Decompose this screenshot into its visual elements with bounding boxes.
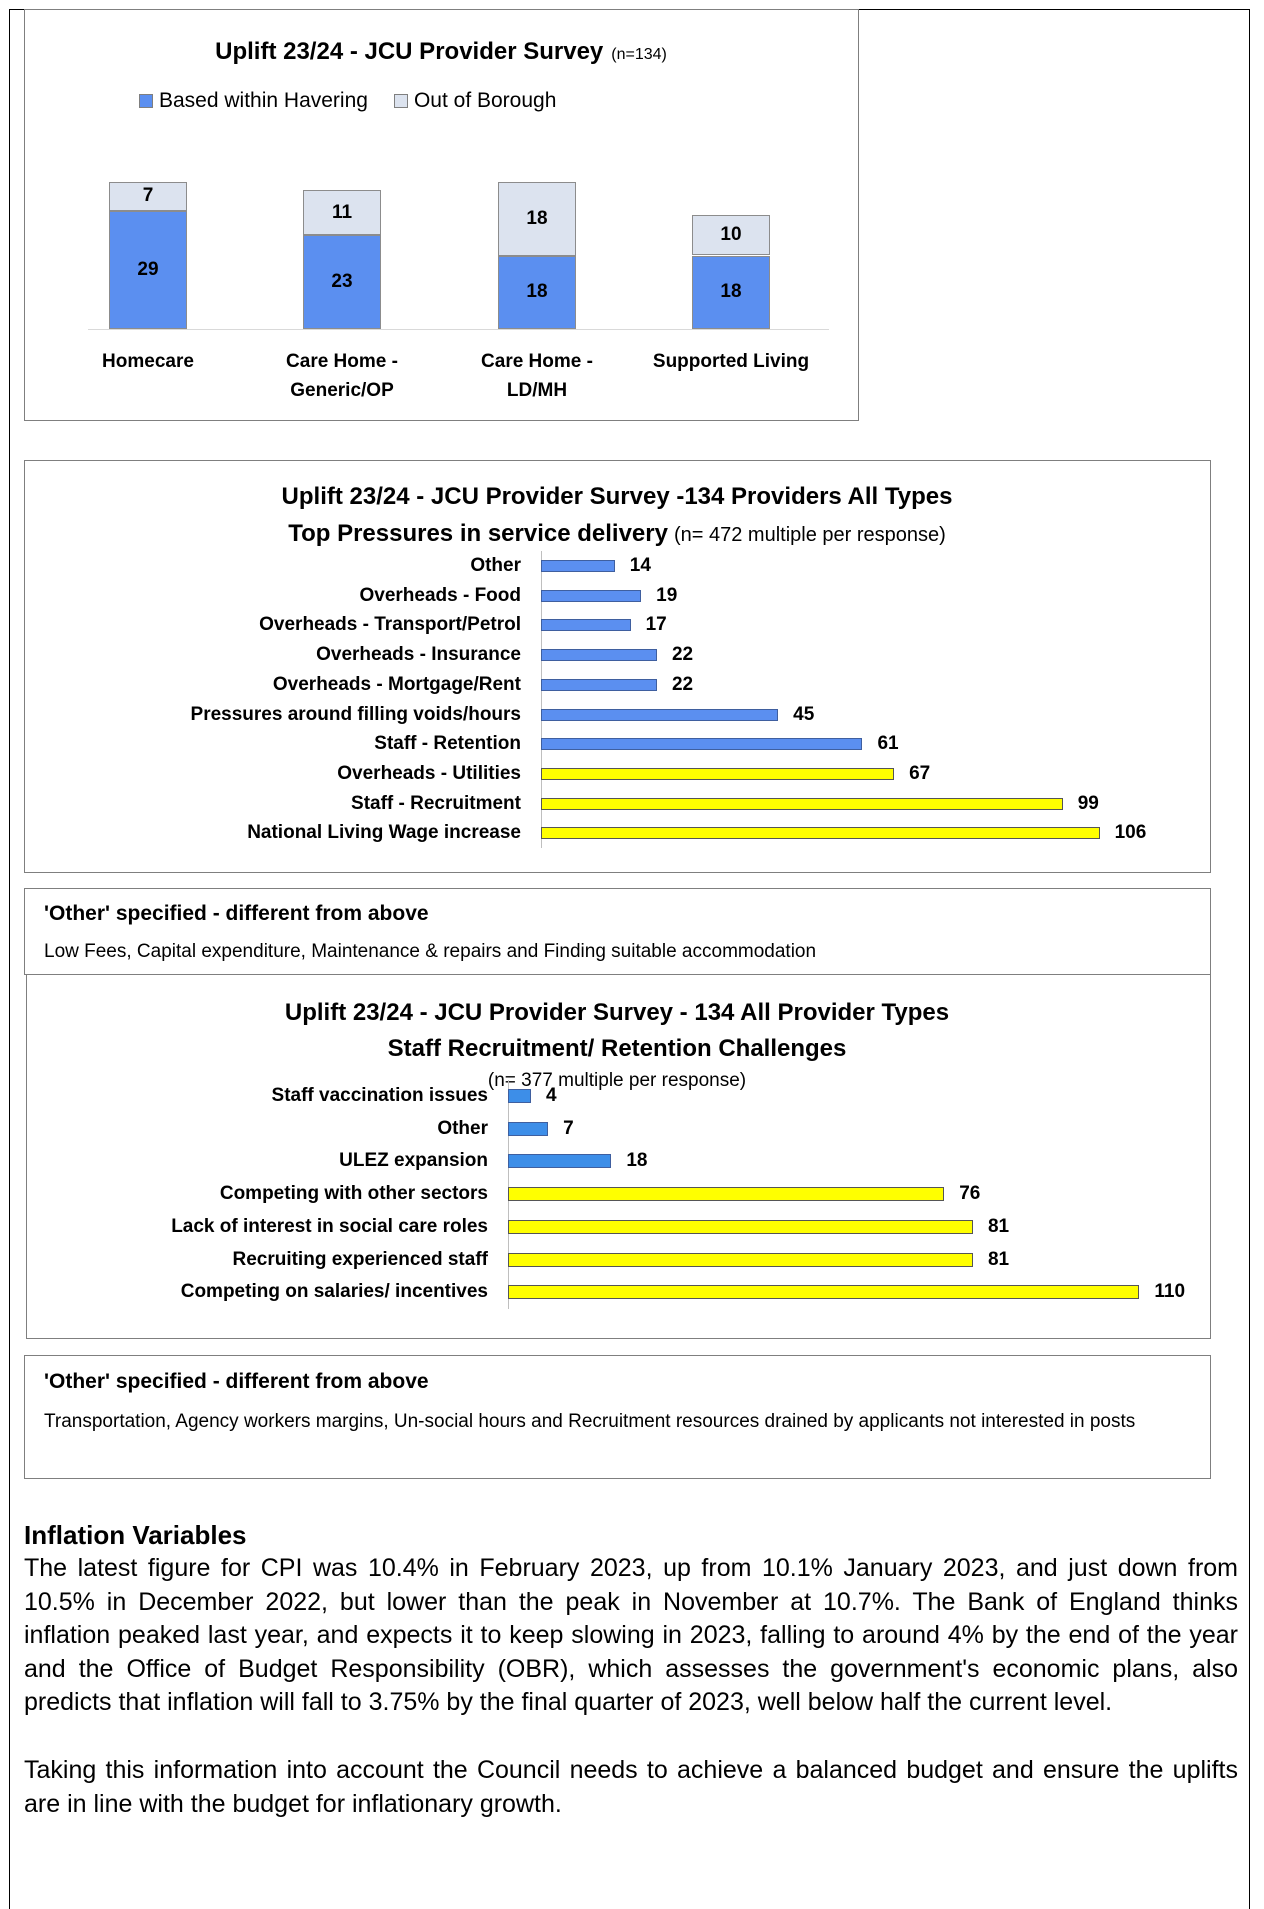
chart-box	[24, 9, 859, 421]
value-label: 18	[526, 207, 548, 229]
y-tick-label: Staff - Retention	[374, 733, 521, 755]
y-tick-label: Pressures around filling voids/hours	[190, 703, 521, 725]
page: 'Other' specified - different from above…	[9, 9, 1250, 1909]
bar-segment	[498, 182, 576, 256]
bar	[508, 1187, 945, 1202]
value-label: 11	[331, 201, 353, 223]
y-tick-label: Overheads - Insurance	[316, 644, 521, 666]
value-label: 61	[877, 733, 899, 755]
value-label: 18	[720, 281, 742, 303]
chart-title: Uplift 23/24 - JCU Provider Survey - 134…	[284, 999, 950, 1026]
subtitle: (n= 377 multiple per response)	[487, 1070, 747, 1091]
value-label: 22	[671, 644, 694, 666]
bar	[508, 1089, 531, 1103]
y-tick-label: Lack of interest in social care roles	[171, 1215, 488, 1237]
x-tick-label: Homecare	[102, 351, 194, 372]
bar-segment	[303, 235, 381, 329]
other-heading: 'Other' specified - different from above	[44, 1370, 429, 1393]
y-tick-label: Overheads - Mortgage/Rent	[272, 673, 521, 695]
subtitle: (n= 472 multiple per response)	[673, 524, 946, 546]
bar	[541, 708, 779, 721]
y-tick-label: Overheads - Food	[359, 584, 521, 606]
value-label: 23	[331, 271, 353, 293]
x-tick-label: Care Home - LD/MH	[481, 351, 593, 401]
subtitle: (n=134)	[611, 46, 667, 63]
value-label: 7	[563, 1117, 574, 1139]
legend-label: Out of Borough	[413, 89, 557, 112]
other-text: Low Fees, Capital expenditure, Maintenan…	[44, 941, 817, 962]
other-box	[24, 1355, 1211, 1479]
bar	[508, 1121, 549, 1136]
bar	[541, 560, 615, 572]
y-tick-label: National Living Wage increase	[247, 822, 521, 844]
bar	[541, 738, 863, 751]
bar-segment	[303, 190, 381, 236]
chart-title: Top Pressures in service delivery (n= 472…	[288, 520, 946, 548]
value-label: 18	[526, 281, 548, 303]
bar	[541, 678, 657, 691]
bar	[541, 767, 895, 780]
y-tick-label: Recruiting experienced staff	[232, 1248, 488, 1270]
chart-title: Staff Recruitment/ Retention Challenges	[387, 1035, 847, 1062]
bar	[541, 619, 631, 632]
x-tick-label: Care Home - Generic/OP	[286, 351, 398, 401]
y-tick-label: Other	[470, 555, 521, 576]
value-label: 106	[1114, 822, 1147, 844]
value-label: 17	[645, 614, 667, 636]
value-label: 18	[626, 1150, 648, 1172]
value-label: 81	[987, 1215, 1010, 1237]
value-label: 81	[987, 1248, 1010, 1270]
bar	[541, 649, 657, 662]
axis-line	[541, 551, 542, 849]
paragraph: The latest figure for CPI was 10.4% in F…	[24, 1554, 1238, 1716]
value-label: 4	[545, 1085, 557, 1106]
bar-segment	[109, 182, 187, 211]
baseline	[88, 329, 829, 330]
y-tick-label: Overheads - Transport/Petrol	[259, 614, 521, 636]
title-text: Uplift 23/24 - JCU Provider Survey	[215, 38, 604, 65]
y-tick-label: Staff - Recruitment	[351, 792, 521, 814]
legend-swatch	[393, 94, 408, 108]
value-label: 14	[629, 555, 651, 576]
value-label: 45	[793, 703, 815, 725]
x-tick-label: Supported Living	[652, 351, 810, 372]
chart-title: Uplift 23/24 - JCU Provider Survey (n=134…	[215, 38, 667, 66]
chart-box	[24, 460, 1211, 873]
value-label: 99	[1077, 792, 1099, 814]
y-tick-label: Overheads - Utilities	[337, 762, 521, 784]
bar	[508, 1219, 973, 1234]
section-heading: Inflation Variables	[24, 1520, 247, 1550]
value-label: 110	[1154, 1281, 1186, 1303]
bar-segment	[692, 255, 770, 329]
value-label: 67	[909, 762, 931, 784]
bar	[541, 589, 642, 602]
bar-segment	[692, 214, 770, 256]
paragraph: Taking this information into account the…	[24, 1756, 1238, 1818]
y-tick-label: Competing on salaries/ incentives	[180, 1281, 488, 1303]
chart-box	[26, 974, 1211, 1339]
y-tick-label: Other	[437, 1117, 488, 1139]
legend-swatch	[139, 94, 153, 108]
bar	[508, 1252, 973, 1267]
chart-title: Uplift 23/24 - JCU Provider Survey -134 …	[281, 483, 953, 510]
bar-segment	[109, 210, 187, 329]
value-label: 19	[656, 584, 678, 606]
y-tick-label: ULEZ expansion	[339, 1150, 488, 1172]
value-label: 22	[671, 673, 694, 695]
value-label: 29	[137, 258, 159, 280]
bar	[508, 1285, 1140, 1300]
y-tick-label: Staff vaccination issues	[271, 1085, 488, 1106]
legend-label: Based within Havering	[159, 89, 368, 112]
value-label: 76	[959, 1183, 981, 1205]
title-text: Top Pressures in service delivery	[288, 520, 668, 547]
value-label: 7	[142, 185, 154, 207]
value-label: 10	[720, 224, 742, 246]
other-text: Transportation, Agency workers margins, …	[44, 1411, 1136, 1432]
bar	[541, 797, 1063, 810]
other-heading: 'Other' specified - different from above	[44, 902, 429, 925]
bar	[541, 827, 1100, 840]
bar	[508, 1154, 612, 1169]
bar-segment	[498, 255, 576, 329]
y-tick-label: Competing with other sectors	[219, 1183, 488, 1205]
